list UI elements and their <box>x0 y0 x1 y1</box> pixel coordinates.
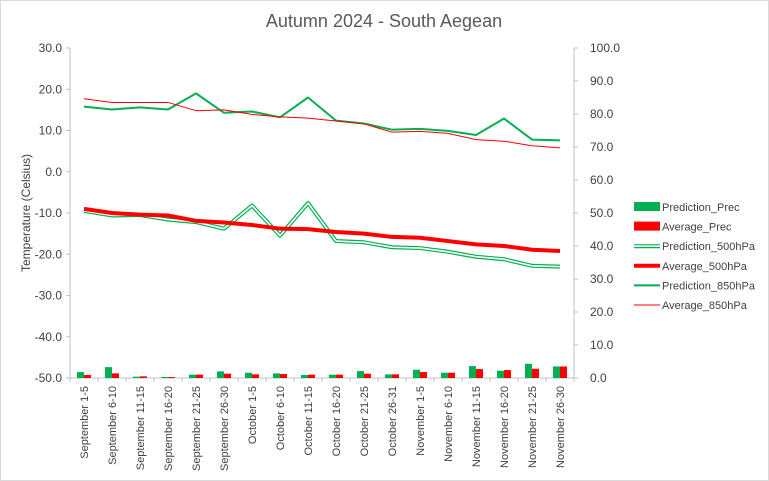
bar <box>392 374 399 378</box>
bar <box>273 373 280 378</box>
bar <box>189 374 196 378</box>
bar <box>161 377 168 378</box>
bar <box>364 373 371 378</box>
x-tick-label: September 26-30 <box>219 386 231 471</box>
bar <box>77 372 84 378</box>
series-line <box>83 92 561 142</box>
x-tick-label: September 6-10 <box>107 386 119 465</box>
series-line-inner <box>83 202 561 268</box>
bar <box>224 373 231 378</box>
x-tick-label: October 16-20 <box>331 386 343 456</box>
bar <box>280 374 287 378</box>
y2-tick-label: 100.0 <box>590 41 620 55</box>
bar <box>301 375 308 378</box>
x-tick-label: November 21-25 <box>527 386 539 468</box>
y2-tick-label: 80.0 <box>590 107 614 121</box>
x-tick-label: October 11-15 <box>303 386 315 456</box>
x-tick-label: September 21-25 <box>191 386 203 471</box>
x-tick-label: October 6-10 <box>275 386 287 450</box>
bar <box>441 372 448 378</box>
y2-tick-label: 0.0 <box>590 371 607 385</box>
x-tick-label: November 16-20 <box>499 386 511 468</box>
bar <box>385 374 392 378</box>
legend-label: Prediction_Prec <box>662 202 740 214</box>
legend-swatch <box>634 221 660 231</box>
y2-tick-label: 60.0 <box>590 173 614 187</box>
y2-tick-label: 90.0 <box>590 74 614 88</box>
legend-label: Average_850hPa <box>662 300 748 312</box>
y-tick-label: -20.0 <box>35 247 63 261</box>
x-tick-label: November 6-10 <box>443 386 455 462</box>
x-tick-label: November 1-5 <box>415 386 427 456</box>
bar <box>133 376 140 378</box>
x-tick-label: October 26-31 <box>387 386 399 456</box>
y-tick-label: 30.0 <box>39 41 63 55</box>
bar <box>168 377 175 378</box>
y-axis-label: Temperature (Celsius) <box>19 154 33 272</box>
bar <box>469 366 476 378</box>
bar <box>308 374 315 378</box>
bar <box>140 376 147 378</box>
series-line <box>83 206 561 253</box>
series-line <box>83 98 561 149</box>
bar <box>420 372 427 378</box>
bar <box>105 367 112 378</box>
bar <box>497 370 504 378</box>
y-tick-label: -40.0 <box>35 330 63 344</box>
bar <box>553 366 560 378</box>
y-tick-label: -50.0 <box>35 371 63 385</box>
x-tick-label: September 11-15 <box>135 386 147 470</box>
bar <box>336 374 343 378</box>
y2-tick-label: 40.0 <box>590 239 614 253</box>
y2-tick-label: 30.0 <box>590 272 614 286</box>
bar <box>476 369 483 378</box>
bar <box>357 371 364 378</box>
y-tick-label: -10.0 <box>35 206 63 220</box>
y-tick-label: 10.0 <box>39 124 63 138</box>
y2-tick-label: 20.0 <box>590 305 614 319</box>
bar <box>532 368 539 378</box>
bar <box>217 371 224 378</box>
bar <box>112 373 119 378</box>
x-tick-label: November 26-30 <box>555 386 567 468</box>
legend-label: Average_500hPa <box>662 261 748 273</box>
bar <box>525 363 532 378</box>
bar <box>245 372 252 378</box>
bar <box>504 370 511 378</box>
legend-swatch <box>634 202 660 211</box>
y-tick-label: 20.0 <box>39 82 63 96</box>
chart-title: Autumn 2024 - South Aegean <box>266 11 502 31</box>
y2-tick-label: 10.0 <box>590 338 614 352</box>
x-tick-label: November 11-15 <box>471 386 483 467</box>
bar <box>560 366 567 378</box>
y-tick-label: 0.0 <box>45 165 62 179</box>
legend-label: Average_Prec <box>662 222 732 234</box>
y2-tick-label: 50.0 <box>590 206 614 220</box>
x-tick-label: October 1-5 <box>247 386 259 444</box>
bar <box>413 369 420 378</box>
y-tick-label: -30.0 <box>35 289 63 303</box>
y2-tick-label: 70.0 <box>590 140 614 154</box>
legend-label: Prediction_500hPa <box>662 241 756 253</box>
bar <box>329 374 336 378</box>
bar <box>252 374 259 378</box>
x-tick-label: September 16-20 <box>163 386 175 471</box>
x-tick-label: September 1-5 <box>79 386 91 459</box>
legend-label: Prediction_850hPa <box>662 280 756 292</box>
bar <box>448 372 455 378</box>
bar <box>84 375 91 378</box>
bar <box>196 374 203 378</box>
x-tick-label: October 21-25 <box>359 386 371 456</box>
